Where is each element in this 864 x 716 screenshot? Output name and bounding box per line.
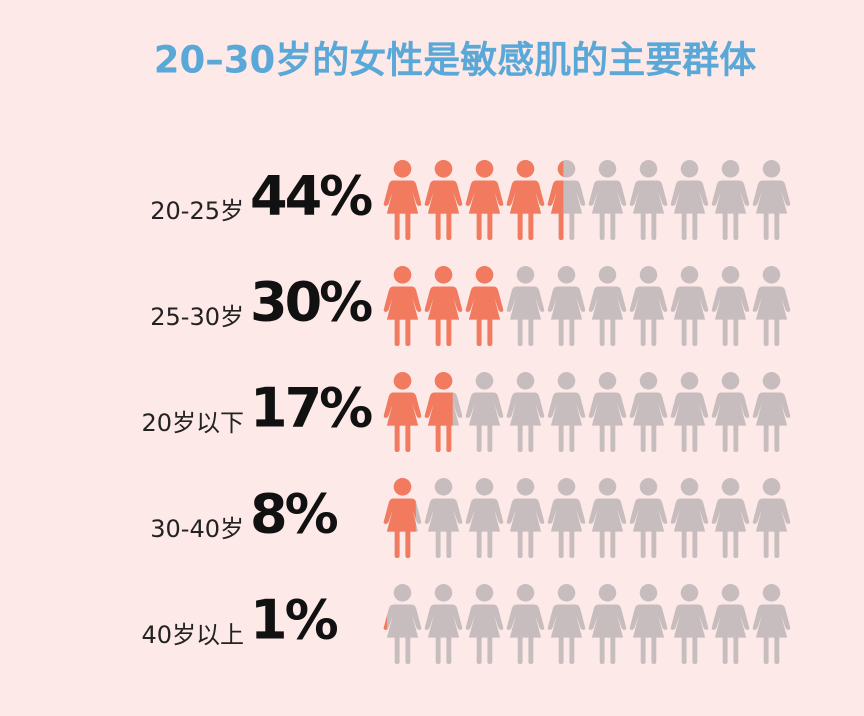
value-label: 8% [250, 483, 338, 546]
category-label: 40岁以上 [141, 621, 244, 649]
category-label: 30-40岁 [150, 515, 244, 543]
value-label: 44% [250, 165, 372, 228]
value-label: 17% [250, 377, 372, 440]
category-label: 25-30岁 [150, 303, 244, 331]
chart-title: 20–30岁的女性是敏感肌的主要群体 [154, 39, 756, 82]
value-label: 1% [250, 589, 338, 652]
category-label: 20岁以下 [141, 409, 244, 437]
category-label: 20-25岁 [150, 197, 244, 225]
value-label: 30% [250, 271, 372, 334]
